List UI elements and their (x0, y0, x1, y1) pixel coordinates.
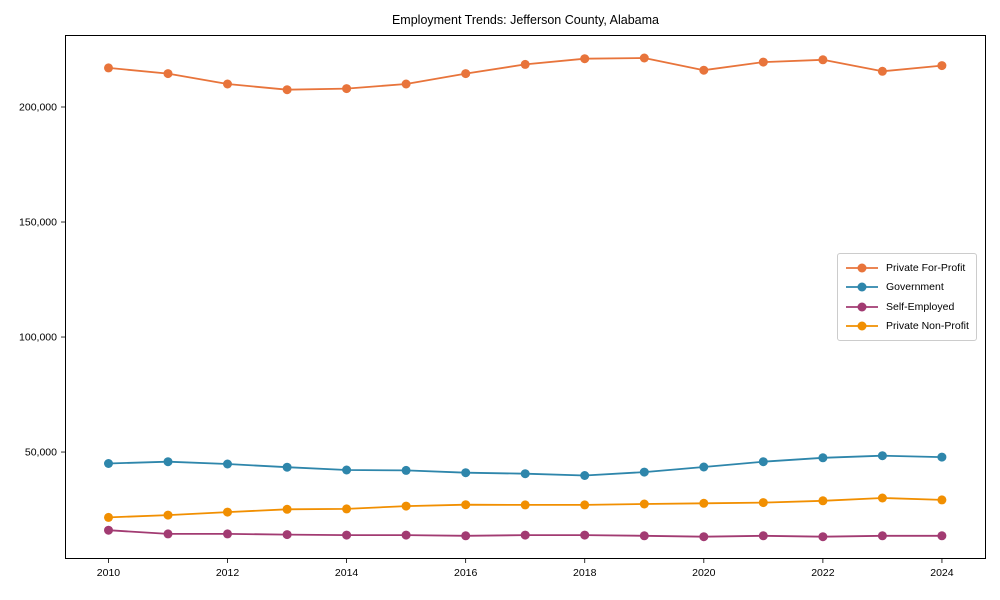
legend-label: Government (886, 281, 944, 294)
legend-line-marker-icon (846, 282, 878, 292)
data-point-marker (342, 465, 352, 475)
data-point-marker (639, 499, 649, 509)
legend-item: Self-Employed (845, 298, 969, 316)
data-point-marker (282, 530, 292, 540)
data-point-marker (401, 79, 411, 89)
data-point-marker (223, 529, 232, 539)
data-point-marker (401, 465, 411, 475)
data-point-marker (877, 493, 887, 503)
data-point-marker (104, 459, 113, 468)
data-point-marker (758, 457, 768, 467)
data-point-marker (520, 500, 530, 510)
x-tick-label: 2014 (335, 567, 359, 579)
data-point-marker (699, 498, 709, 508)
legend-line-marker-icon (846, 302, 878, 312)
x-tick-label: 2012 (216, 567, 240, 579)
y-tick-label: 150,000 (19, 217, 57, 229)
chart-title: Employment Trends: Jefferson County, Ala… (391, 13, 660, 27)
data-point-marker (520, 59, 530, 69)
y-tick-label: 200,000 (19, 101, 57, 113)
data-point-marker (580, 500, 590, 510)
y-tick-label: 100,000 (19, 332, 57, 344)
x-tick-label: 2024 (930, 567, 954, 579)
data-point-marker (520, 469, 530, 479)
data-point-marker (282, 85, 292, 95)
data-point-marker (580, 471, 590, 480)
x-tick-label: 2020 (692, 567, 716, 579)
data-point-marker (758, 57, 768, 67)
data-point-marker (818, 55, 828, 65)
data-point-marker (401, 530, 411, 540)
y-tick-label: 50,000 (25, 447, 57, 459)
data-point-marker (699, 65, 709, 75)
data-point-marker (461, 468, 471, 478)
data-point-marker (342, 504, 352, 514)
legend-label: Self-Employed (886, 300, 955, 313)
data-point-marker (818, 532, 828, 542)
data-point-marker (758, 531, 768, 541)
legend-label: Private Non-Profit (886, 320, 969, 333)
data-point-marker (461, 69, 471, 79)
legend-item: Private For-Profit (845, 259, 969, 277)
data-point-marker (104, 512, 113, 522)
data-point-marker (223, 79, 232, 89)
data-point-marker (342, 530, 352, 540)
legend: Private For-Profit Government Self-Employe… (837, 253, 977, 341)
data-point-marker (937, 531, 947, 541)
legend-line-marker-icon (846, 321, 878, 331)
data-point-marker (461, 531, 471, 541)
x-tick-label: 2022 (811, 567, 835, 579)
data-point-marker (282, 504, 292, 514)
x-tick-label: 2016 (454, 567, 478, 579)
legend-line-marker-icon (846, 263, 878, 273)
data-point-marker (580, 54, 590, 64)
data-point-marker (223, 459, 232, 469)
data-point-marker (818, 453, 828, 463)
data-point-marker (639, 53, 649, 63)
data-point-marker (461, 500, 471, 510)
data-point-marker (699, 532, 709, 542)
data-point-marker (877, 531, 887, 541)
data-point-marker (520, 530, 530, 540)
data-point-marker (401, 501, 411, 511)
data-point-marker (104, 63, 113, 73)
data-point-marker (639, 467, 649, 477)
data-point-marker (163, 69, 173, 79)
data-point-marker (223, 507, 232, 517)
data-point-marker (163, 529, 173, 539)
legend-item: Private Non-Profit (845, 317, 969, 335)
data-point-marker (937, 452, 947, 462)
x-tick-label: 2010 (97, 567, 121, 579)
data-point-marker (937, 61, 947, 71)
data-point-marker (342, 84, 352, 94)
data-point-marker (104, 525, 113, 535)
x-tick-label: 2018 (573, 567, 597, 579)
data-point-marker (580, 530, 590, 540)
data-point-marker (163, 510, 173, 520)
data-point-marker (282, 462, 292, 472)
data-point-marker (163, 457, 173, 467)
data-point-marker (758, 498, 768, 508)
data-point-marker (639, 531, 649, 541)
data-point-marker (877, 451, 887, 461)
legend-label: Private For-Profit (886, 261, 966, 274)
data-point-marker (877, 66, 887, 76)
legend-item: Government (845, 278, 969, 296)
data-point-marker (937, 495, 947, 505)
data-point-marker (818, 496, 828, 506)
data-point-marker (699, 462, 709, 472)
